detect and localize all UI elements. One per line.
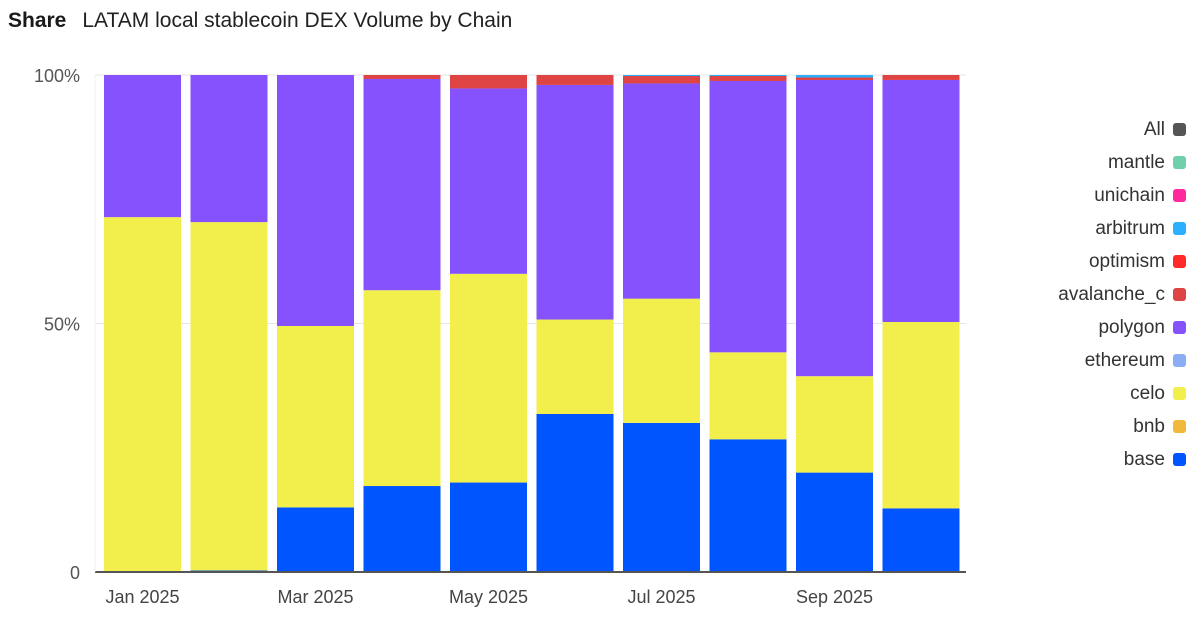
legend-swatch	[1173, 288, 1186, 301]
legend-item-arbitrum[interactable]: arbitrum	[1095, 212, 1186, 245]
bar-segment-avalanche_c	[796, 77, 873, 80]
bar-segment-avalanche_c	[709, 75, 787, 81]
x-tick-label: Jan 2025	[105, 587, 179, 607]
bar-segment-celo	[536, 319, 614, 414]
bar-segment-celo	[623, 298, 700, 423]
legend-label: bnb	[1133, 415, 1165, 437]
bar-segment-base	[277, 507, 354, 572]
legend-item-celo[interactable]: celo	[1130, 377, 1186, 410]
legend-label: arbitrum	[1095, 217, 1165, 239]
bar-segment-celo	[709, 352, 787, 440]
legend-label: optimism	[1088, 250, 1165, 272]
bar-segment-base	[623, 422, 700, 572]
legend-label: base	[1123, 448, 1165, 470]
bar-segment-base	[882, 508, 960, 572]
chart-legend: All mantle unichain arbitrum optimism avalanc…	[1058, 113, 1186, 476]
legend-label: ethereum	[1084, 349, 1165, 371]
bar-segment-celo	[450, 273, 527, 483]
legend-label: mantle	[1107, 151, 1165, 173]
bar-segment-avalanche_c	[882, 75, 960, 80]
bar-segment-base	[796, 472, 873, 572]
bar-segment-arbitrum	[796, 75, 873, 78]
share-label: Share	[8, 9, 67, 32]
bar-segment-avalanche_c	[363, 75, 441, 79]
legend-item-ethereum[interactable]: ethereum	[1085, 344, 1186, 377]
legend-label: avalanche_c	[1058, 283, 1165, 305]
bar-segment-avalanche_c	[623, 75, 700, 84]
legend-item-base[interactable]: base	[1124, 443, 1186, 476]
legend-swatch	[1173, 189, 1186, 202]
bar-segment-polygon	[190, 75, 268, 223]
y-tick-label: 0	[70, 563, 80, 583]
bar-segment-polygon	[536, 84, 614, 320]
bar-segment-arbitrum	[623, 75, 700, 76]
bar-segment-base	[450, 482, 527, 572]
chart-header: Share LATAM local stablecoin DEX Volume …	[8, 9, 512, 33]
bar-segment-polygon	[882, 79, 960, 323]
bar-segment-base	[363, 486, 441, 572]
y-tick-label: 50%	[44, 315, 80, 335]
bar-segment-celo	[882, 322, 960, 509]
legend-item-polygon[interactable]: polygon	[1098, 311, 1186, 344]
legend-label: unichain	[1094, 184, 1165, 206]
bar-segment-base	[536, 413, 614, 572]
bar-segment-polygon	[796, 79, 873, 377]
y-tick-label: 100%	[34, 66, 80, 86]
x-tick-label: Sep 2025	[796, 587, 873, 607]
legend-item-unichain[interactable]: unichain	[1094, 179, 1186, 212]
legend-swatch	[1173, 420, 1186, 433]
legend-swatch	[1173, 156, 1186, 169]
bar-segment-polygon	[104, 75, 181, 218]
legend-item-optimism[interactable]: optimism	[1089, 245, 1186, 278]
bar-segment-avalanche_c	[536, 75, 614, 85]
legend-swatch	[1173, 354, 1186, 367]
chart-title: LATAM local stablecoin DEX Volume by Cha…	[82, 9, 513, 32]
bar-segment-celo	[104, 217, 181, 572]
legend-item-bnb[interactable]: bnb	[1133, 410, 1186, 443]
legend-label: polygon	[1098, 316, 1165, 338]
bar-segment-base	[709, 439, 787, 572]
x-tick-label: Jul 2025	[627, 587, 695, 607]
bar-segment-avalanche_c	[450, 75, 527, 89]
legend-label: All	[1143, 118, 1165, 140]
legend-label: celo	[1130, 382, 1165, 404]
legend-item-all[interactable]: All	[1144, 113, 1186, 146]
x-tick-label: May 2025	[449, 587, 528, 607]
legend-item-avalanche-c[interactable]: avalanche_c	[1058, 278, 1186, 311]
bar-segment-polygon	[450, 88, 527, 274]
legend-swatch	[1173, 321, 1186, 334]
legend-swatch	[1173, 453, 1186, 466]
bar-segment-celo	[190, 222, 268, 571]
x-tick-label: Mar 2025	[277, 587, 353, 607]
legend-swatch	[1173, 255, 1186, 268]
bar-segment-polygon	[623, 83, 700, 299]
bar-segment-celo	[277, 325, 354, 508]
bar-segment-arbitrum	[709, 75, 787, 76]
legend-swatch	[1173, 123, 1186, 136]
bar-segment-celo	[796, 376, 873, 473]
legend-swatch	[1173, 222, 1186, 235]
legend-item-mantle[interactable]: mantle	[1108, 146, 1186, 179]
bar-segment-polygon	[363, 78, 441, 291]
bar-segment-celo	[363, 290, 441, 487]
bar-segment-polygon	[277, 75, 354, 326]
bar-segment-polygon	[709, 80, 787, 353]
legend-swatch	[1173, 387, 1186, 400]
